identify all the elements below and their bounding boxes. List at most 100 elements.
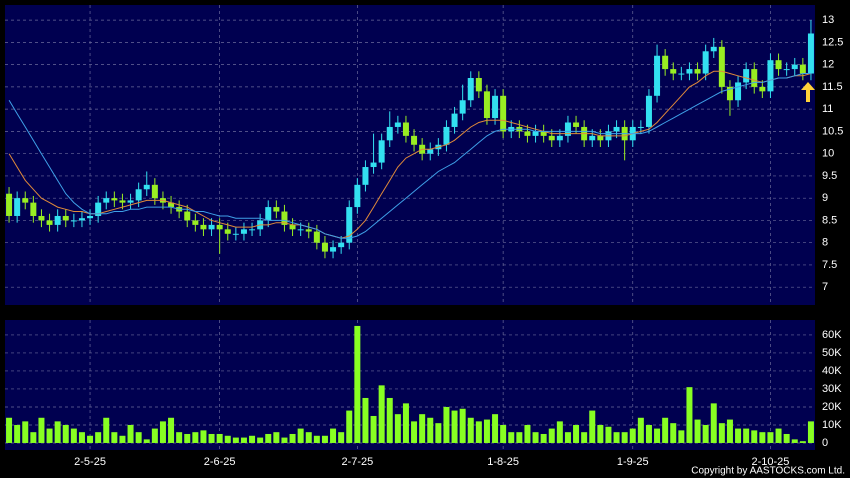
volume-bar [419,414,426,443]
volume-bar [192,432,199,443]
candle-body [354,184,361,208]
volume-bar [556,421,563,443]
candle-body [273,207,280,212]
volume-bar [540,433,547,443]
candle-body [289,224,296,230]
candle-body [127,200,134,203]
price-panel [5,5,815,305]
volume-bar [645,424,652,443]
candle-body [143,184,150,190]
x-tick-label: 1-9-25 [617,456,649,468]
candle-body [556,135,563,141]
candle-body [111,198,118,201]
volume-bar [662,417,669,443]
volume-bar [265,433,272,443]
volume-bar [208,433,215,443]
candle-body [38,215,45,221]
volume-bar [743,428,750,443]
volume-panel [5,320,815,450]
volume-bar [143,439,150,443]
volume-bar [232,437,239,443]
volume-bar [87,435,94,443]
candle-body [103,198,110,203]
candle-body [192,220,199,225]
volume-bar [38,417,45,443]
volume-bar [483,419,490,443]
candle-body [613,126,620,132]
candle-body [759,86,766,92]
candle-body [22,198,29,203]
volume-bar [524,424,531,443]
y-tick-label: 20K [822,401,842,413]
candle-body [232,233,239,235]
y-tick-label: 10K [822,419,842,431]
volume-bar [451,410,458,443]
volume-bar [78,432,85,443]
candle-body [743,69,750,83]
volume-bar [807,421,814,443]
candle-body [119,200,126,203]
volume-bar [346,410,353,443]
y-tick-label: 11 [822,103,833,115]
volume-bar [589,410,596,443]
volume-bar [654,428,661,443]
volume-bar [249,435,256,443]
candle-body [532,131,539,136]
candle-body [151,184,158,199]
y-tick-label: 12.5 [822,36,843,48]
volume-bar [281,437,288,443]
volume-bar [767,432,774,443]
y-tick-label: 7 [822,281,828,293]
volume-bar [200,430,207,443]
candle-body [702,51,709,74]
candle-body [6,193,13,216]
candle-body [694,69,701,74]
candle-body [240,229,247,234]
candle-body [411,135,418,145]
volume-bar [127,424,134,443]
volume-bar [14,424,21,443]
volume-bar [759,432,766,443]
candle-body [362,167,369,185]
candle-body [281,211,288,225]
candle-body [548,135,555,141]
candle-body [87,215,94,219]
volume-bar [573,424,580,443]
volume-bar [46,428,53,443]
volume-bar [613,432,620,443]
candle-body [475,77,482,92]
volume-bar [637,417,644,443]
candle-body [807,33,814,74]
candle-body [492,95,499,119]
volume-bar [564,432,571,443]
volume-bar [710,403,717,443]
volume-bar [386,397,393,443]
volume-bar [443,406,450,443]
candle-body [500,95,507,132]
candle-body [54,215,61,225]
volume-bar [159,421,166,443]
y-tick-label: 10.5 [822,125,843,137]
volume-bar [500,424,507,443]
volume-bar [799,441,806,443]
volume-bar [224,435,231,443]
candle-body [249,229,256,231]
y-tick-label: 9 [822,192,828,204]
candle-body [637,126,644,128]
copyright: Copyright by AASTOCKS.com Ltd. [691,466,845,477]
volume-bar [492,414,499,443]
volume-bar [791,439,798,443]
volume-bar [273,432,280,443]
volume-bar [362,397,369,443]
candle-body [645,95,652,127]
candle-body [30,202,37,216]
volume-bar [54,421,61,443]
candle-body [710,46,717,52]
arrow-marker [801,82,815,102]
volume-bar [686,387,693,443]
volume-bar [605,426,612,443]
volume-bar [629,428,636,443]
candle-body [46,220,53,225]
candle-body [135,189,142,201]
